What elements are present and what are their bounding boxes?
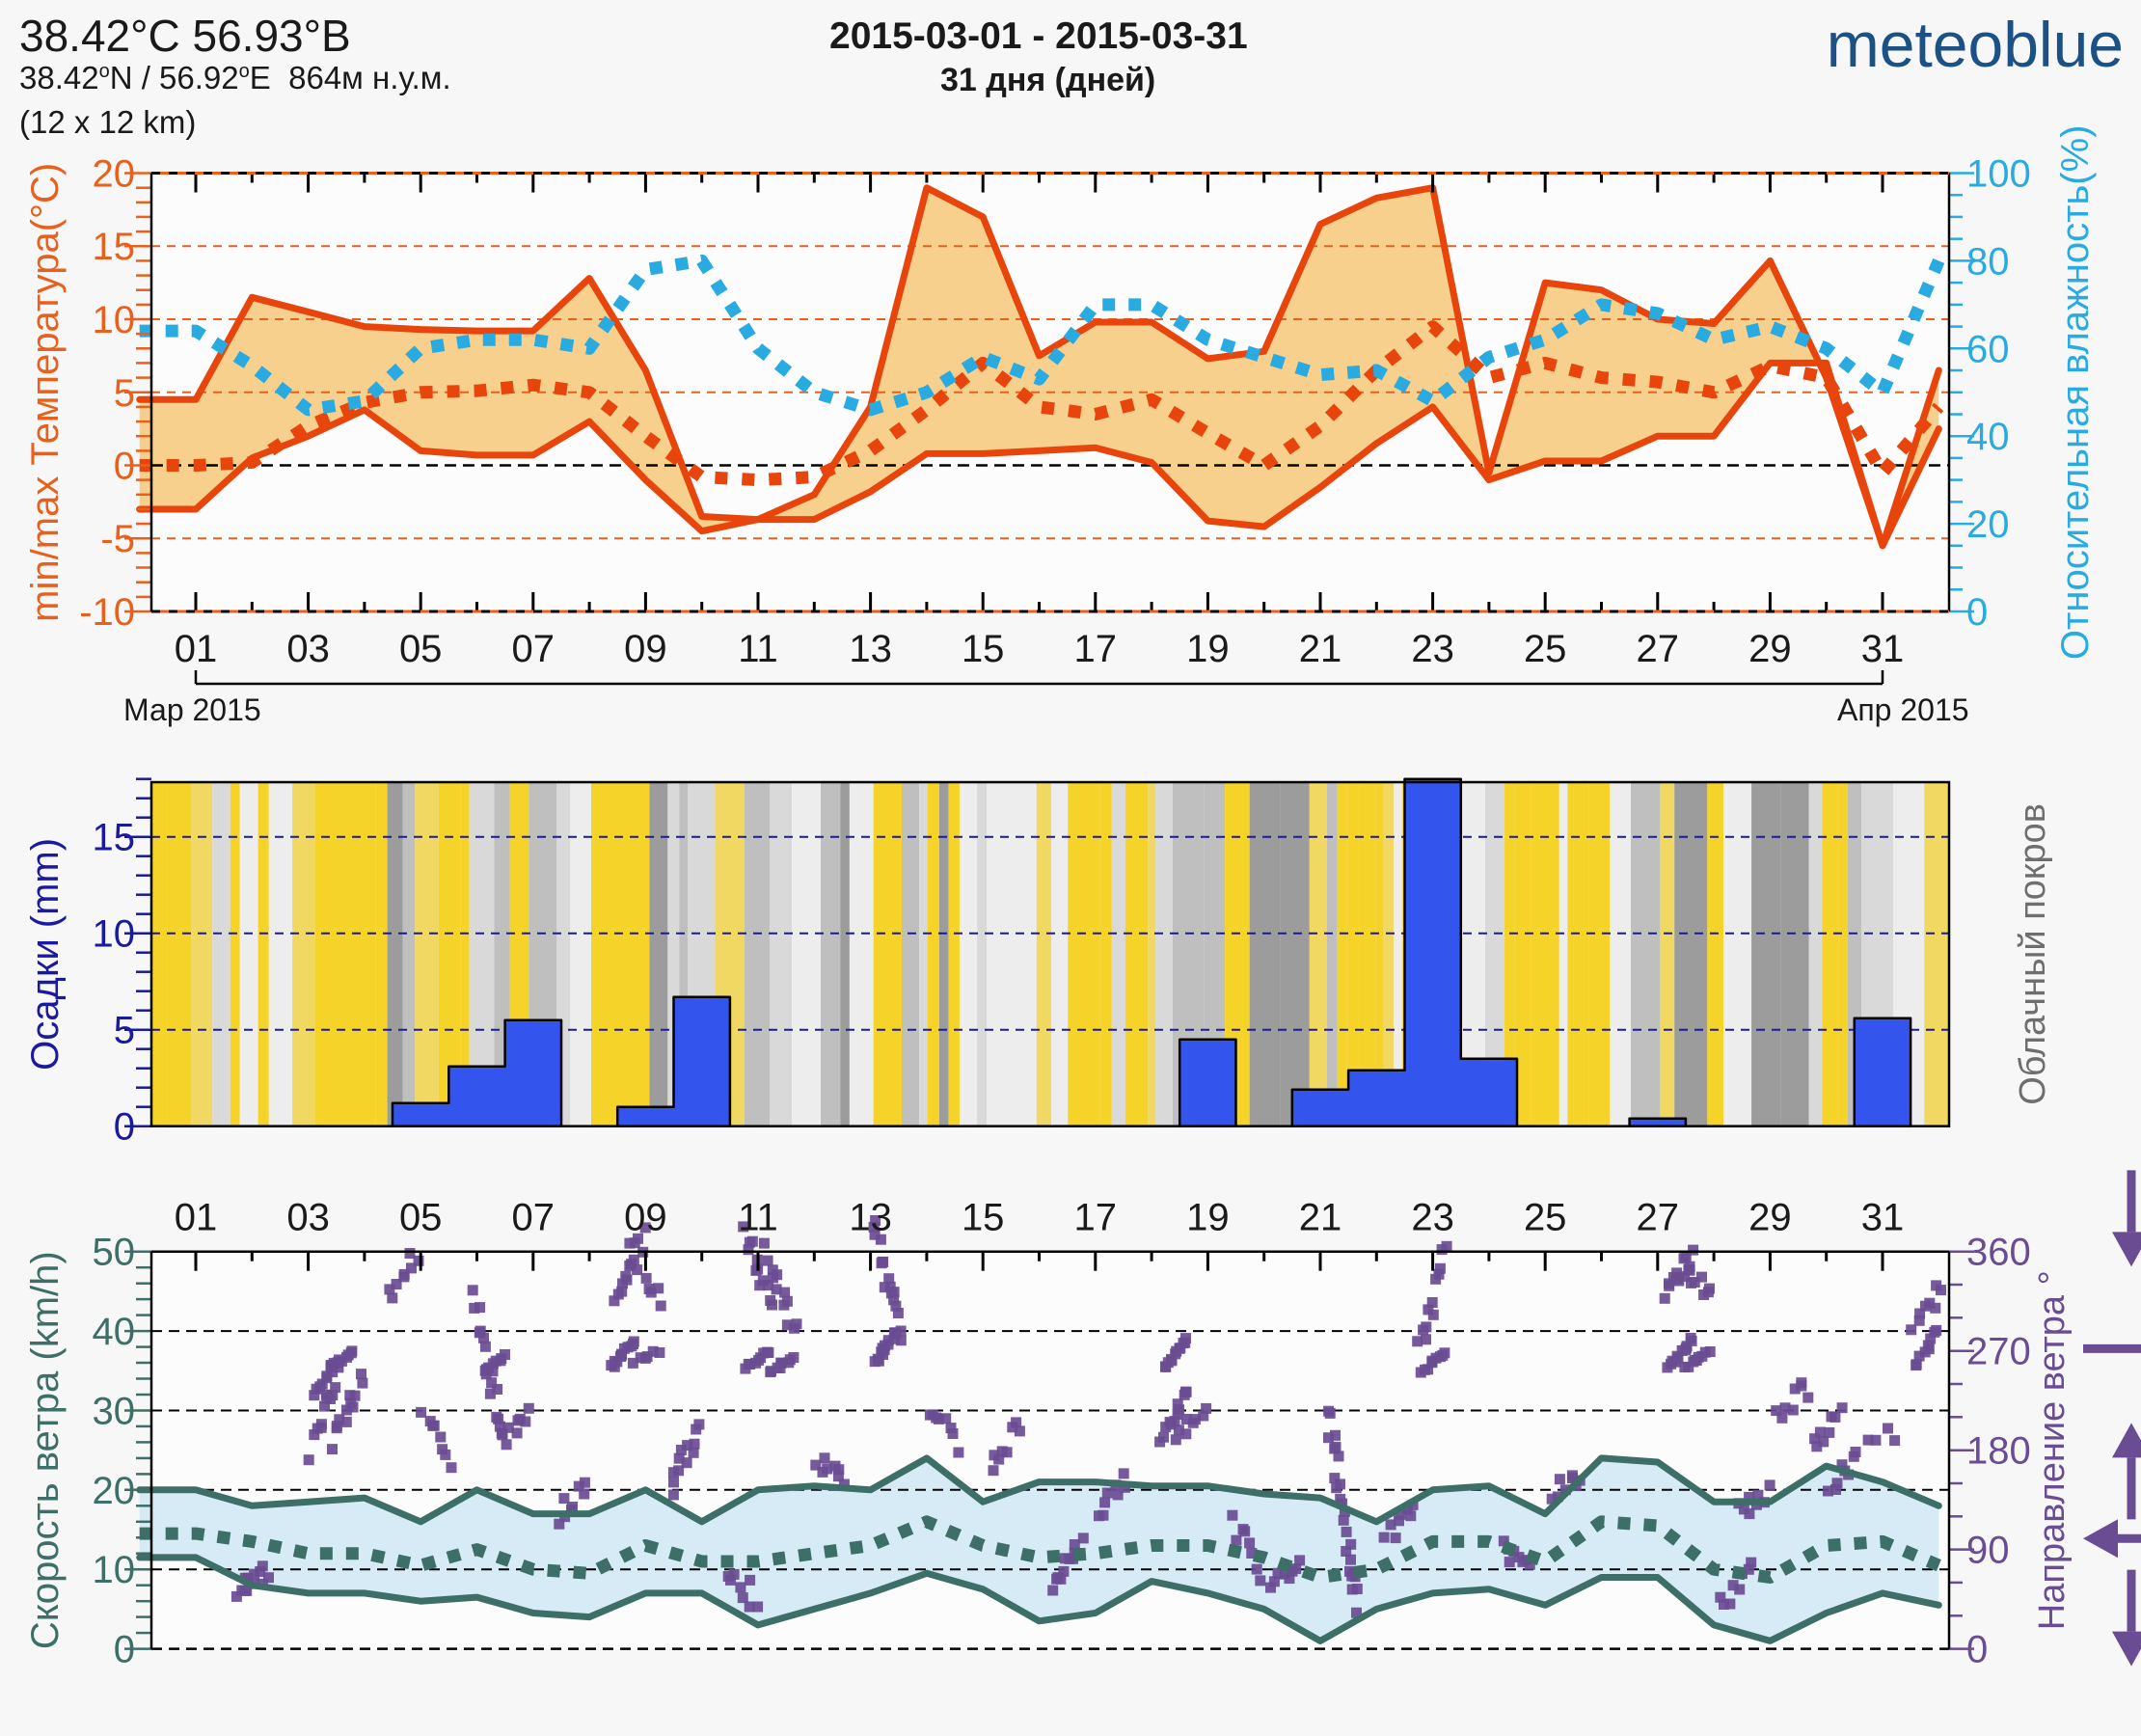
svg-text:13: 13 — [849, 628, 892, 670]
svg-text:13: 13 — [849, 1197, 892, 1239]
svg-text:11: 11 — [738, 1197, 778, 1239]
svg-text:09: 09 — [624, 1197, 667, 1239]
svg-text:23: 23 — [1411, 1197, 1454, 1239]
svg-text:29: 29 — [1748, 1197, 1792, 1239]
svg-text:100: 100 — [1966, 153, 2031, 196]
svg-text:05: 05 — [399, 1197, 443, 1239]
svg-text:07: 07 — [512, 1197, 556, 1239]
svg-text:270: 270 — [1966, 1331, 2031, 1373]
svg-text:27: 27 — [1637, 628, 1680, 670]
svg-text:Облачный покров: Облачный покров — [2013, 803, 2053, 1105]
svg-text:21: 21 — [1299, 1197, 1342, 1239]
svg-text:11: 11 — [738, 628, 778, 670]
svg-text:21: 21 — [1299, 628, 1342, 670]
svg-text:19: 19 — [1186, 628, 1230, 670]
svg-text:19: 19 — [1186, 1197, 1230, 1239]
svg-text:09: 09 — [624, 628, 667, 670]
svg-text:25: 25 — [1524, 1197, 1567, 1239]
svg-text:27: 27 — [1637, 1197, 1680, 1239]
svg-text:25: 25 — [1524, 628, 1567, 670]
svg-text:Осадки (mm): Осадки (mm) — [24, 838, 67, 1071]
svg-text:min/max Температура(°C): min/max Температура(°C) — [24, 163, 67, 622]
svg-text:23: 23 — [1411, 628, 1454, 670]
svg-text:03: 03 — [286, 628, 330, 670]
svg-text:Скорость ветра (km/h): Скорость ветра (km/h) — [24, 1251, 67, 1649]
svg-text:29: 29 — [1748, 628, 1792, 670]
svg-text:Относительная влажность(%): Относительная влажность(%) — [2054, 125, 2097, 661]
svg-text:05: 05 — [399, 628, 443, 670]
svg-text:01: 01 — [175, 628, 218, 670]
svg-text:17: 17 — [1074, 628, 1118, 670]
svg-text:03: 03 — [286, 1197, 330, 1239]
svg-text:360: 360 — [1966, 1232, 2031, 1274]
svg-text:31: 31 — [1861, 1197, 1905, 1239]
svg-text:Направление ветра °: Направление ветра ° — [2032, 1270, 2073, 1630]
svg-text:180: 180 — [1966, 1430, 2031, 1473]
svg-text:15: 15 — [962, 1197, 1005, 1239]
svg-text:17: 17 — [1074, 1197, 1118, 1239]
svg-text:15: 15 — [962, 628, 1005, 670]
svg-text:01: 01 — [175, 1197, 218, 1239]
svg-text:07: 07 — [512, 628, 556, 670]
svg-text:31: 31 — [1861, 628, 1905, 670]
